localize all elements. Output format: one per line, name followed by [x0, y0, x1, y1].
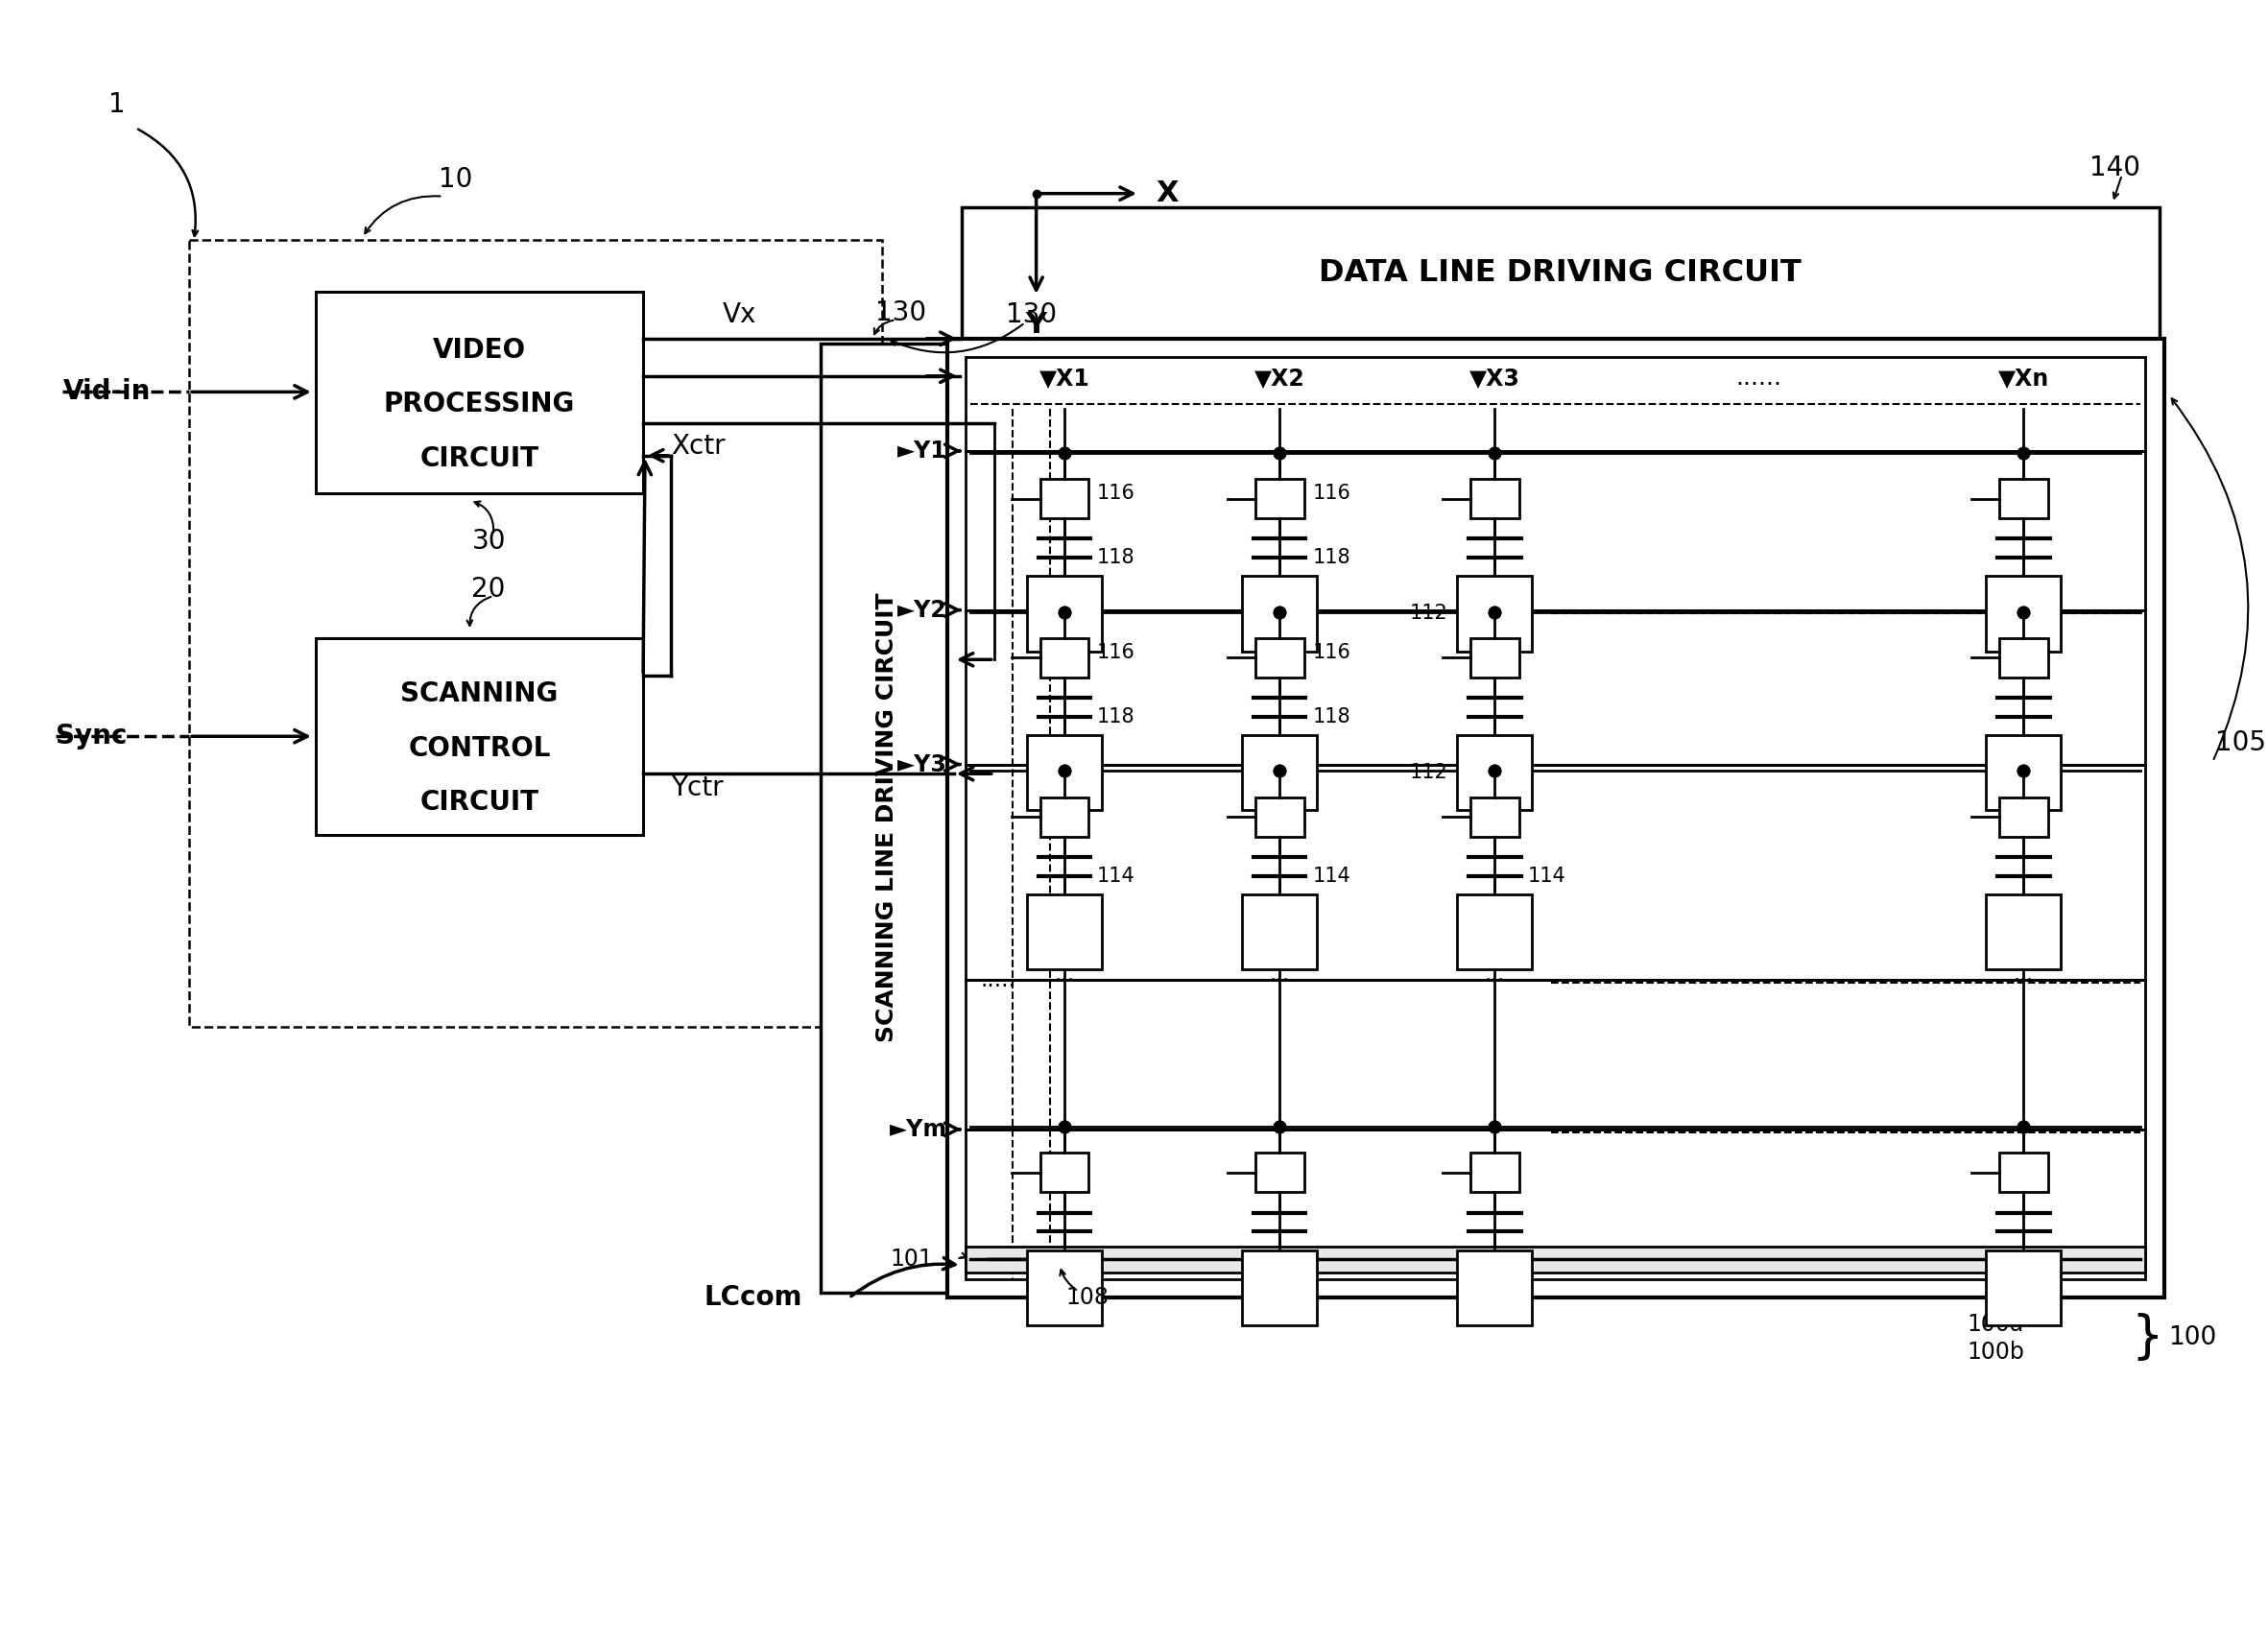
Text: CIRCUIT: CIRCUIT	[420, 445, 540, 471]
Text: 116: 116	[1098, 642, 1136, 662]
Bar	[1470, 1153, 1520, 1192]
Text: ......: ......	[1735, 366, 1783, 389]
Bar	[962, 207, 2159, 338]
Text: 114: 114	[1313, 867, 1349, 885]
Bar	[1243, 576, 1318, 652]
Text: ►Y3: ►Y3	[898, 754, 948, 777]
Text: Vid-in: Vid-in	[64, 378, 150, 406]
Bar	[1027, 895, 1102, 969]
Bar	[948, 338, 2164, 1297]
Text: 140: 140	[2089, 154, 2141, 182]
Text: 116: 116	[1098, 484, 1136, 502]
Text: ...: ...	[1486, 965, 1506, 985]
Text: ▼X1: ▼X1	[1039, 366, 1089, 389]
Text: CONTROL: CONTROL	[408, 736, 551, 762]
Text: 118: 118	[1313, 548, 1349, 568]
Bar	[966, 1246, 2146, 1273]
Text: 1: 1	[109, 92, 125, 118]
Text: SCANNING LINE DRIVING CIRCUIT: SCANNING LINE DRIVING CIRCUIT	[875, 593, 898, 1043]
Bar	[1027, 576, 1102, 652]
Bar	[1254, 1153, 1304, 1192]
Text: PROCESSING: PROCESSING	[383, 391, 576, 417]
Text: 116: 116	[1313, 642, 1352, 662]
Bar	[2000, 1153, 2048, 1192]
Bar	[1987, 895, 2062, 969]
Bar	[1243, 1250, 1318, 1325]
Bar	[1987, 736, 2062, 810]
Text: 108: 108	[1066, 1286, 1109, 1309]
Text: 100: 100	[2168, 1325, 2218, 1350]
Text: 130: 130	[1007, 302, 1057, 328]
Bar	[2000, 639, 2048, 678]
Text: 30: 30	[472, 529, 506, 555]
Text: ▼X2: ▼X2	[1254, 366, 1304, 389]
Bar	[1027, 1250, 1102, 1325]
Bar	[966, 358, 2146, 1279]
Text: Vx: Vx	[723, 302, 758, 328]
Text: LCcom: LCcom	[703, 1284, 803, 1312]
Text: ▼X3: ▼X3	[1470, 366, 1520, 389]
Bar	[1470, 479, 1520, 519]
Bar	[1458, 895, 1533, 969]
Text: CIRCUIT: CIRCUIT	[420, 790, 540, 816]
Bar	[1470, 639, 1520, 678]
Bar	[1458, 1250, 1533, 1325]
Text: 130: 130	[875, 300, 925, 327]
Text: SCANNING: SCANNING	[401, 681, 558, 708]
Text: Xctr: Xctr	[671, 433, 726, 460]
Bar	[1041, 479, 1089, 519]
Bar	[2000, 479, 2048, 519]
Text: 105: 105	[2216, 729, 2266, 757]
Text: 114: 114	[1529, 867, 1565, 885]
Text: 20: 20	[472, 576, 506, 603]
Bar	[1243, 895, 1318, 969]
Bar	[1458, 736, 1533, 810]
Bar	[1027, 736, 1102, 810]
Bar	[1254, 479, 1304, 519]
Bar	[315, 292, 644, 493]
Bar	[1470, 796, 1520, 836]
Text: }: }	[2132, 1314, 2164, 1363]
Text: .....: .....	[980, 969, 1016, 992]
Text: ...: ...	[2014, 965, 2034, 985]
Bar	[188, 240, 882, 1026]
Text: 114: 114	[1098, 867, 1136, 885]
Text: DATA LINE DRIVING CIRCUIT: DATA LINE DRIVING CIRCUIT	[1320, 258, 1801, 287]
Text: X: X	[1157, 179, 1179, 207]
Text: 101: 101	[891, 1248, 932, 1271]
Bar	[1243, 736, 1318, 810]
Text: Sync: Sync	[54, 722, 127, 750]
Text: 118: 118	[1098, 708, 1134, 726]
Text: ▼Xn: ▼Xn	[1998, 366, 2050, 389]
Text: ►Y2: ►Y2	[898, 598, 948, 621]
Text: 112: 112	[1411, 764, 1447, 782]
Text: 10: 10	[440, 166, 474, 192]
Bar	[821, 343, 953, 1294]
Bar	[2000, 796, 2048, 836]
Bar	[315, 639, 644, 834]
Bar	[1041, 639, 1089, 678]
Bar	[1254, 796, 1304, 836]
Text: 112: 112	[1411, 604, 1447, 624]
Bar	[1254, 639, 1304, 678]
Bar	[1041, 796, 1089, 836]
Text: 118: 118	[1313, 708, 1349, 726]
Text: VIDEO: VIDEO	[433, 337, 526, 363]
Text: 118: 118	[1098, 548, 1134, 568]
Bar	[1041, 1153, 1089, 1192]
Text: ►Y1: ►Y1	[898, 440, 948, 463]
Text: Y: Y	[1025, 310, 1048, 338]
Text: 100a: 100a	[1969, 1312, 2025, 1335]
Bar	[1987, 1250, 2062, 1325]
Text: 116: 116	[1313, 484, 1352, 502]
Text: Yctr: Yctr	[671, 775, 723, 801]
Text: ►Ym: ►Ym	[889, 1118, 948, 1141]
Bar	[1987, 576, 2062, 652]
Text: 100b: 100b	[1969, 1340, 2025, 1363]
Bar	[1458, 576, 1533, 652]
Text: ...: ...	[1055, 965, 1075, 985]
Text: ...: ...	[1270, 965, 1290, 985]
